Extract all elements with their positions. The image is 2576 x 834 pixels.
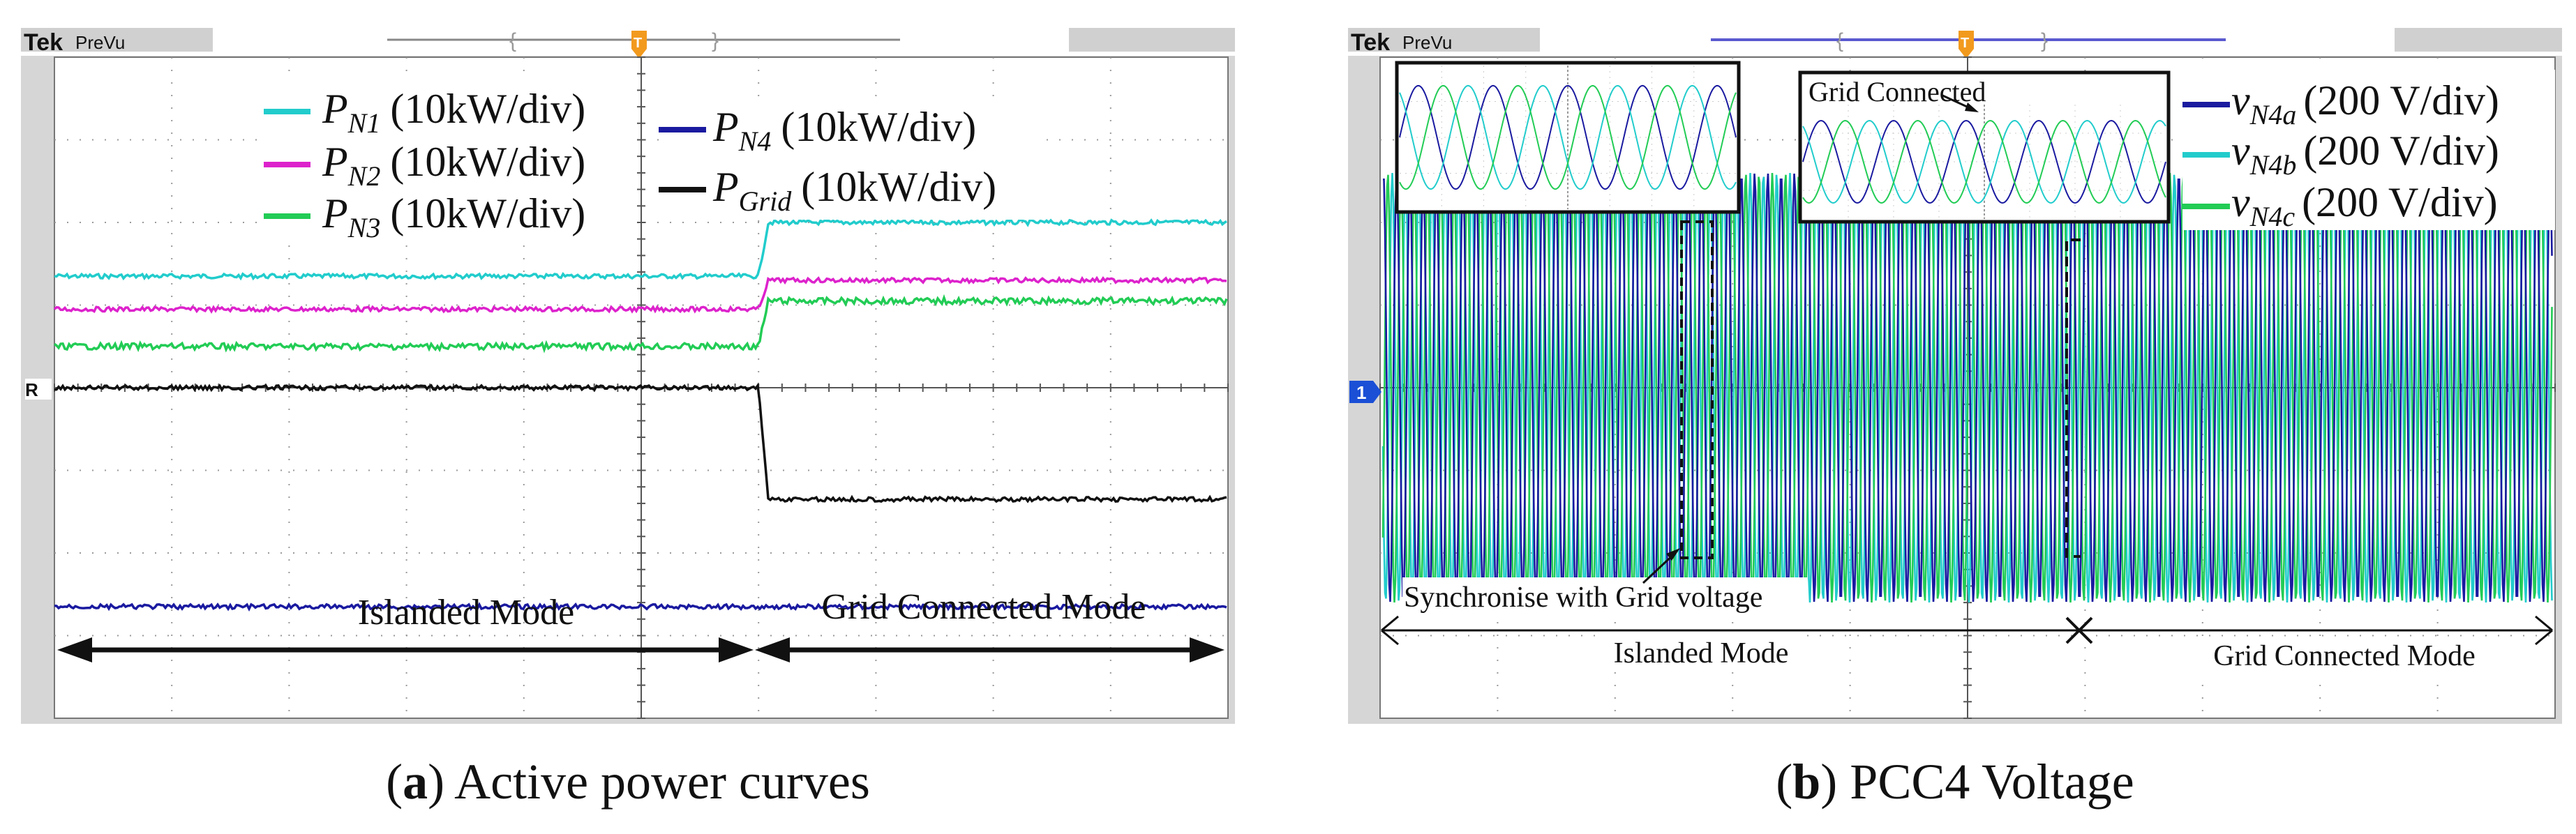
panel-b: Tek PreVu { } T 1 Grid Connected xyxy=(1348,28,2562,810)
legend-entry-vn4c: vN4c (200 V/div) xyxy=(2231,179,2498,232)
panel-a-traces xyxy=(53,218,1228,612)
svg-text:}: } xyxy=(2041,29,2048,52)
inset-islanded-zoom xyxy=(1395,61,1741,214)
trace-pgrid xyxy=(54,382,1227,503)
trace-pn1 xyxy=(54,218,1227,281)
annotation-grid-connected-mode: Grid Connected Mode xyxy=(821,587,1146,627)
svg-text:{: { xyxy=(1836,29,1843,52)
panel-a-mode-annotations: Islanded Mode Grid Connected Mode xyxy=(57,587,1225,662)
panel-b-scope-mode: PreVu xyxy=(1402,32,1452,53)
annotation-grid-connected-mode-b: Grid Connected Mode xyxy=(2213,640,2476,672)
panel-a-scope-brand: Tek xyxy=(24,29,63,56)
legend-entry-vn4a: vN4a (200 V/div) xyxy=(2231,77,2499,130)
panel-a: Tek PreVu { } T R PN1 (10kW/div) PN2 (10kW… xyxy=(21,28,1235,810)
inset-trace xyxy=(1399,84,1737,190)
legend-entry-pn4: PN4 (10kW/div) xyxy=(712,104,976,157)
legend-entry-pgrid: PGrid (10kW/div) xyxy=(712,164,996,217)
panel-a-scope-mode: PreVu xyxy=(75,32,125,53)
grid-connect-bracket xyxy=(2065,238,2081,558)
legend-entry-pn2: PN2 (10kW/div) xyxy=(322,139,585,192)
panel-b-topbar xyxy=(1348,28,2562,56)
annotation-islanded-mode: Islanded Mode xyxy=(358,593,574,632)
inset-trace xyxy=(1802,119,2166,204)
trace-pn3 xyxy=(53,294,1228,354)
panel-b-legend: vN4a (200 V/div) vN4b (200 V/div) vN4c (200… xyxy=(2182,70,2555,232)
inset-grid-connected-zoom: Grid Connected xyxy=(1798,70,2171,224)
trace-pn4 xyxy=(54,602,1227,612)
panel-a-topbar xyxy=(21,28,1235,56)
legend-entry-pn1: PN1 (10kW/div) xyxy=(322,86,585,139)
svg-text:T: T xyxy=(1961,36,1969,51)
annotation-synchronise: Synchronise with Grid voltage xyxy=(1404,582,1762,614)
legend-entry-vn4b: vN4b (200 V/div) xyxy=(2231,128,2499,181)
sync-highlight-box xyxy=(1680,220,1714,559)
legend-entry-pn3: PN3 (10kW/div) xyxy=(322,190,585,243)
inset-trace xyxy=(1399,84,1737,190)
panel-b-annotations: Synchronise with Grid voltage Islanded M… xyxy=(1381,548,2553,674)
inset-trace xyxy=(1802,119,2166,204)
svg-text:T: T xyxy=(634,36,642,51)
panel-b-scope-brand: Tek xyxy=(1351,29,1390,56)
svg-text:{: { xyxy=(509,29,516,52)
panel-a-caption: (a) Active power curves xyxy=(386,754,870,810)
svg-text:1: 1 xyxy=(1356,382,1366,403)
svg-text:R: R xyxy=(25,379,38,400)
trace-pn2 xyxy=(53,275,1227,314)
panel-b-caption: (b) PCC4 Voltage xyxy=(1776,754,2134,810)
inset-trace xyxy=(1802,119,2166,204)
svg-text:}: } xyxy=(712,29,719,52)
panel-b-channel-marker: 1 xyxy=(1349,381,1381,403)
panel-a-ref-marker: R xyxy=(25,379,52,400)
panel-b-trigger-icon xyxy=(1959,31,1974,59)
panel-a-trigger-icon xyxy=(631,31,647,59)
panel-a-legend: PN1 (10kW/div) PN2 (10kW/div) PN3 (10kW/div… xyxy=(264,78,1043,245)
annotation-islanded-mode-b: Islanded Mode xyxy=(1614,637,1789,669)
